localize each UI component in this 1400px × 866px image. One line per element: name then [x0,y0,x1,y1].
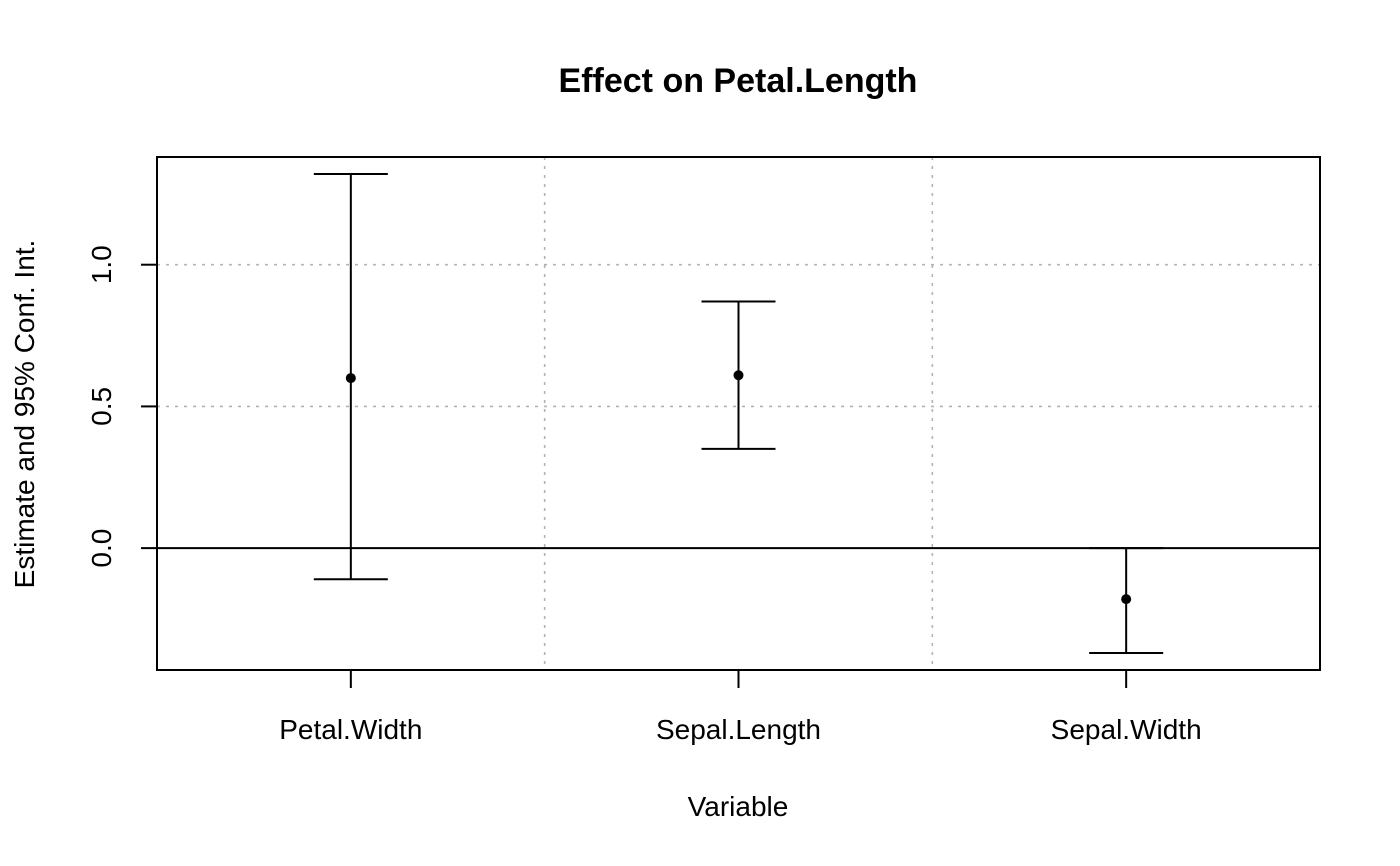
y-tick-label-0: 0.0 [86,529,117,568]
estimate-point-petal-width [345,373,356,384]
x-tick-label-2: Sepal.Width [1051,714,1202,745]
x-tick-label-0: Petal.Width [279,714,422,745]
y-axis-label: Estimate and 95% Conf. Int. [9,240,40,589]
error-bar-petal-width [313,173,388,581]
estimate-point-sepal-width [1121,594,1132,605]
error-bar-sepal-width [1089,547,1164,654]
chart-title: Effect on Petal.Length [559,62,918,100]
y-tick-label-1: 0.5 [86,387,117,426]
x-axis-label: Variable [688,791,789,822]
error-bar-sepal-length [701,300,776,450]
x-tick-label-1: Sepal.Length [656,714,821,745]
estimate-point-sepal-length [733,370,744,381]
x-axis: Petal.Width Sepal.Length Sepal.Width [279,670,1202,745]
error-bars-layer [313,173,1164,654]
y-tick-label-2: 1.0 [86,245,117,284]
y-axis: 0.0 0.5 1.0 [86,245,157,568]
